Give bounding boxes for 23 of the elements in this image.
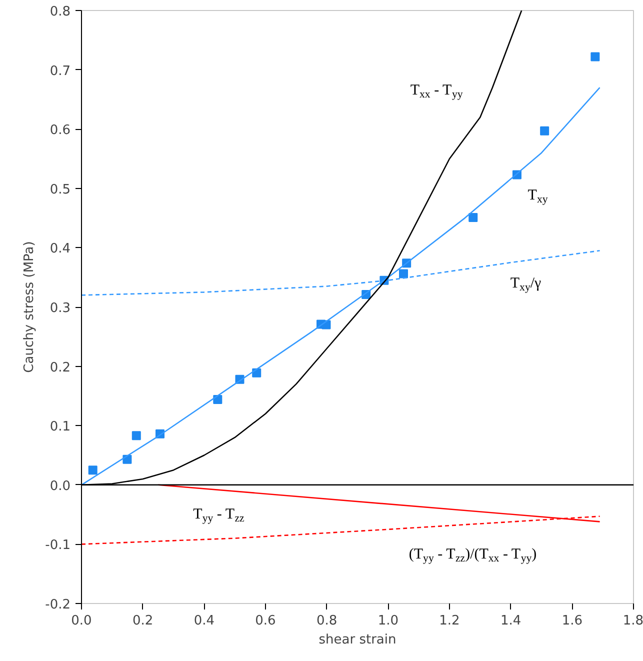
x-tick-label: 1.4 (500, 614, 522, 628)
y-tick-label: 0.5 (50, 182, 71, 198)
x-tick-label: 0.4 (194, 614, 215, 628)
y-tick-label: -0.2 (45, 598, 71, 612)
x-tick-label: 0.6 (255, 614, 276, 628)
x-tick-label: 1.6 (562, 614, 583, 628)
x-tick-label: 1.2 (439, 614, 460, 628)
x-tick-label: 1.8 (622, 614, 643, 628)
y-tick-label: 0.7 (50, 64, 71, 79)
y-tick-label: 0.4 (50, 242, 71, 257)
y-tick-label: -0.1 (45, 538, 71, 554)
y-tick-label: 0.3 (50, 301, 71, 316)
x-tick-label: 0.8 (316, 614, 338, 628)
x-tick-label: 0.0 (71, 614, 92, 628)
y-tick-label: 0.0 (50, 478, 71, 494)
y-tick-label: 0.2 (50, 360, 71, 376)
y-tick-label: 0.8 (50, 4, 71, 20)
y-tick-label: 0.1 (50, 420, 71, 435)
x-tick-label: 0.2 (132, 614, 154, 628)
x-tick-label: 1.0 (378, 614, 399, 628)
x-axis-title: shear strain (318, 632, 396, 648)
y-tick-label: 0.6 (50, 123, 71, 138)
y-axis-title: Cauchy stress (MPa) (22, 241, 38, 373)
